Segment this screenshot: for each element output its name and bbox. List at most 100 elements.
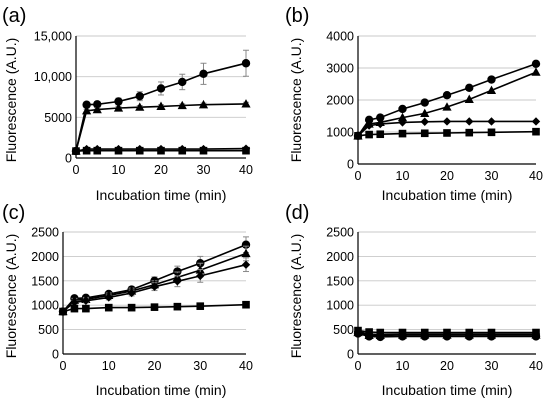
square-marker [354,132,362,140]
x-axis-title: Incubation time (min) [96,187,227,203]
y-axis-title: Fluorescence (A.U.) [3,234,19,358]
square-marker [104,303,113,312]
x-tick-label: 0 [60,359,67,373]
square-marker [465,128,474,137]
circle-marker [420,98,429,107]
triangle-marker [442,102,452,111]
circle-marker [241,59,251,68]
x-tick-label: 10 [396,359,410,373]
circle-marker [199,69,208,79]
diamond-marker [104,293,113,302]
square-marker [59,307,67,316]
square-marker [150,303,159,311]
square-marker [465,328,474,337]
circle-marker [531,59,541,69]
y-tick-label: 1000 [326,126,354,140]
y-tick-label: 1500 [326,274,354,288]
y-tick-label: 4000 [326,30,354,44]
series-diamond [353,117,541,141]
x-tick-label: 40 [239,359,253,373]
circle-marker [114,97,123,106]
circle-marker [398,104,407,114]
square-marker [443,129,451,137]
x-tick-label: 40 [529,359,543,373]
x-tick-label: 30 [485,169,499,183]
triangle-marker [82,106,92,115]
square-marker [242,146,250,155]
x-tick-label: 30 [197,163,211,177]
panel-d: (d) Fluorescence (A.U.) Incubation time … [285,202,543,398]
diamond-marker [70,298,79,307]
square-marker [376,130,385,139]
y-tick-label: 10,000 [34,70,72,84]
square-marker [199,146,208,155]
series-square [354,127,540,140]
x-tick-label: 20 [148,359,162,373]
square-marker [82,146,91,155]
triangle-marker [113,103,124,112]
square-marker [70,304,79,313]
x-tick-label: 20 [440,169,454,183]
panel-a: (a) Fluorescence (A.U.) Incubation time … [2,5,253,203]
diamond-marker [487,117,496,126]
diamond-marker [173,277,182,286]
square-marker [487,328,496,337]
x-tick-label: 10 [112,163,126,177]
square-marker [398,129,407,138]
circle-marker [241,240,251,249]
y-tick-label: 1000 [326,299,354,313]
diamond-marker [442,117,452,126]
x-tick-label: 30 [193,359,207,373]
triangle-marker [241,99,251,108]
triangle-marker [531,67,541,76]
triangle-marker [198,99,209,109]
square-marker [532,127,540,136]
square-marker [82,304,90,313]
square-marker [135,146,144,155]
circle-marker [178,77,187,87]
panel-label: (a) [2,5,26,27]
square-marker [532,328,540,337]
diamond-marker [196,271,205,281]
triangle-marker [241,248,251,258]
series-triangle [353,67,541,140]
diamond-marker [81,296,91,306]
diamond-marker [150,282,159,291]
circle-marker [135,91,144,101]
y-tick-label: 0 [347,348,354,362]
y-axis-title: Fluorescence (A.U.) [288,38,304,162]
triangle-marker [464,94,474,103]
triangle-marker [135,102,145,111]
triangle-marker [177,100,187,110]
panel-label: (d) [285,202,309,224]
y-axis-title: Fluorescence (A.U.) [288,234,304,358]
x-tick-label: 40 [529,169,543,183]
diamond-marker [127,288,136,298]
x-axis-title: Incubation time (min) [96,382,227,398]
y-tick-label: 0 [347,158,354,172]
series-square [72,146,250,155]
panel-b: (b) Fluorescence (A.U.) Incubation time … [285,5,543,203]
y-axis-title: Fluorescence (A.U.) [3,38,19,162]
diamond-marker [420,117,429,126]
triangle-marker [486,85,497,94]
square-marker [487,128,496,137]
x-tick-label: 30 [485,359,499,373]
square-marker [196,302,205,310]
square-marker [398,328,407,337]
y-tick-label: 0 [52,348,59,362]
triangle-marker [397,112,408,122]
y-tick-label: 2000 [326,250,354,264]
y-tick-label: 5000 [44,111,72,125]
x-tick-label: 0 [355,359,362,373]
y-tick-label: 500 [38,323,59,337]
circle-marker [442,91,452,100]
square-marker [93,146,102,155]
x-axis-title: Incubation time (min) [382,187,513,203]
diamond-marker [398,118,407,127]
circle-marker [82,100,91,109]
y-tick-label: 3000 [326,62,354,76]
x-tick-label: 0 [73,163,80,177]
square-marker [365,328,373,336]
